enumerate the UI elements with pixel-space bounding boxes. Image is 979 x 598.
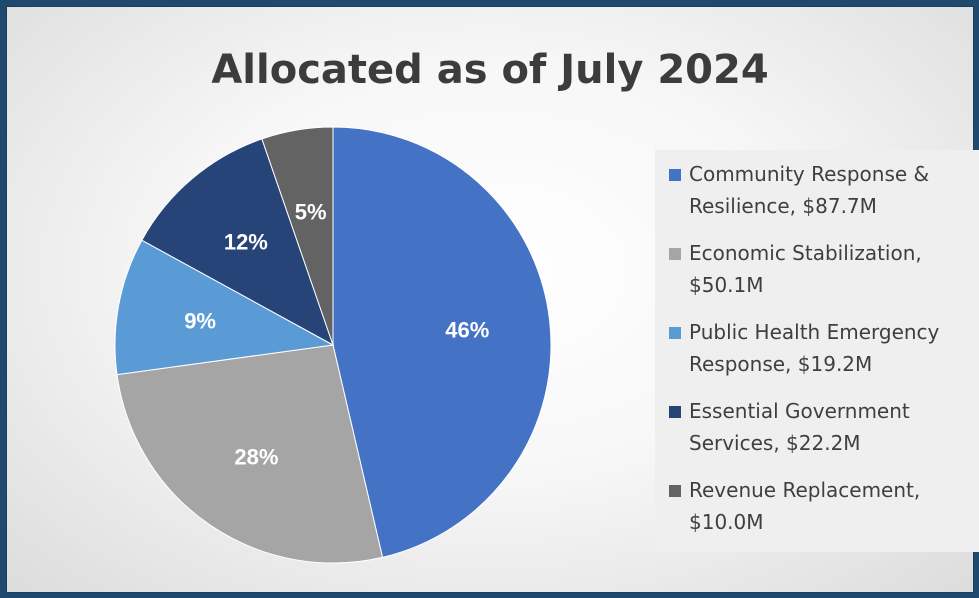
slice-label-4: 5%: [295, 200, 327, 225]
legend-swatch-0: [669, 169, 681, 181]
pie-slice-2: [114, 239, 335, 376]
legend-label-4: Revenue Replacement, $10.0M: [689, 478, 921, 534]
legend-swatch-1: [669, 248, 681, 260]
legend: Community Response & Resilience, $87.7M E…: [655, 150, 979, 552]
legend-item-2: Public Health Emergency Response, $19.2M: [669, 316, 969, 380]
pie-slice-0: [332, 126, 552, 558]
slice-label-2: 9%: [184, 308, 216, 333]
legend-swatch-3: [669, 406, 681, 418]
legend-item-4: Revenue Replacement, $10.0M: [669, 474, 969, 538]
slice-label-3: 12%: [224, 230, 268, 255]
pie-slice-4: [261, 126, 334, 346]
slice-label-1: 28%: [234, 444, 278, 469]
pie-chart: 46% 28% 9% 12% 5%: [114, 126, 552, 564]
chart-frame: Allocated as of July 2024 46% 28% 9% 12% 5% …: [6, 6, 979, 593]
legend-item-1: Economic Stabilization, $50.1M: [669, 237, 969, 301]
pie-slice-1: [116, 344, 384, 564]
legend-item-3: Essential Government Services, $22.2M: [669, 395, 969, 459]
legend-label-3: Essential Government Services, $22.2M: [689, 399, 910, 455]
legend-label-0: Community Response & Resilience, $87.7M: [689, 162, 930, 218]
legend-label-1: Economic Stabilization, $50.1M: [689, 241, 922, 297]
legend-swatch-2: [669, 327, 681, 339]
legend-label-2: Public Health Emergency Response, $19.2M: [689, 320, 940, 376]
legend-swatch-4: [669, 485, 681, 497]
chart-title: Allocated as of July 2024: [211, 47, 769, 93]
slice-label-0: 46%: [445, 318, 489, 343]
legend-item-0: Community Response & Resilience, $87.7M: [669, 158, 969, 222]
pie-slice-3: [141, 138, 334, 347]
